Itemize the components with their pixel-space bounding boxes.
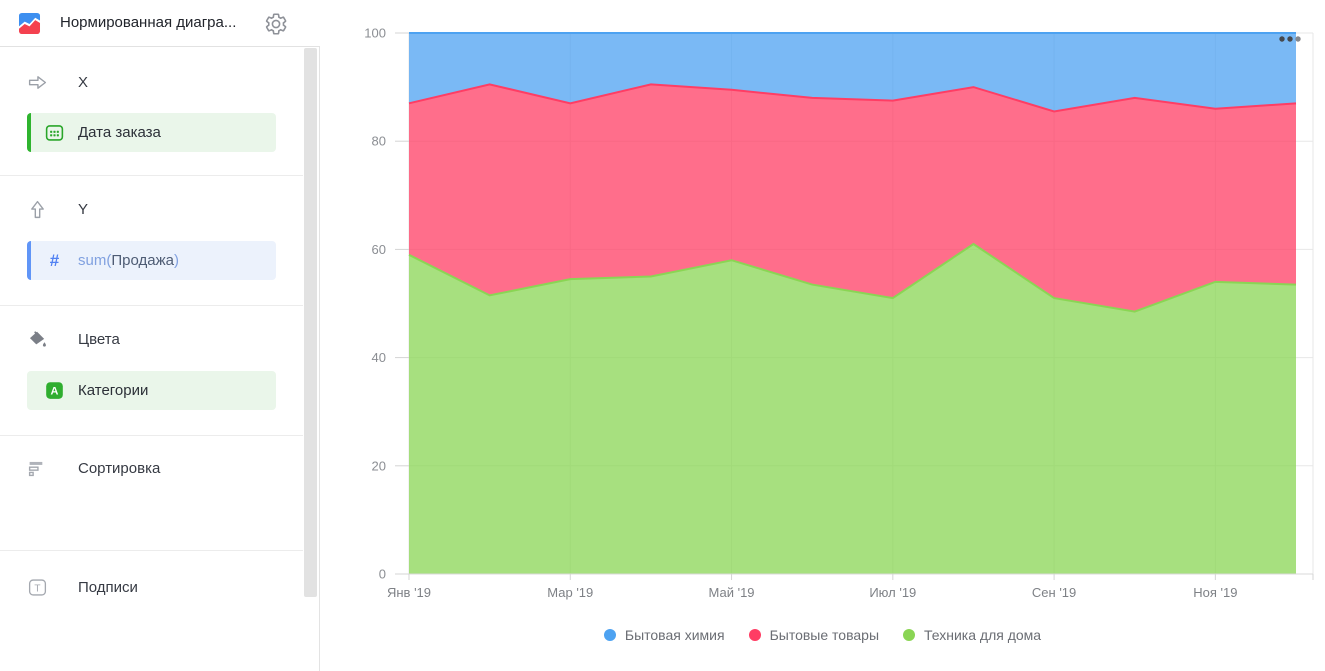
svg-text:T: T (34, 583, 40, 594)
text-icon: T (27, 577, 48, 598)
x-axis-label: Янв '19 (387, 585, 431, 600)
hash-icon: # (49, 251, 60, 270)
section-labels-label: Подписи (78, 578, 138, 596)
field-chip-categories[interactable]: A Категории (27, 371, 276, 410)
section-y-label: Y (78, 200, 89, 218)
x-axis-label: Сен '19 (1032, 585, 1076, 600)
legend-dot (748, 629, 761, 641)
x-axis-label: Июл '19 (869, 585, 916, 600)
area-series-0[interactable] (409, 33, 1296, 112)
x-axis-label: Ноя '19 (1193, 585, 1237, 600)
section-sorting-label: Сортировка (78, 459, 161, 477)
gear-icon[interactable] (264, 12, 288, 36)
area-series-2[interactable] (409, 243, 1296, 575)
letter-a-icon: A (44, 380, 65, 401)
chip-accent-bar (27, 113, 31, 152)
svg-text:A: A (51, 385, 59, 397)
field-chip-label: Категории (78, 382, 149, 399)
x-axis-label: Май '19 (709, 585, 755, 600)
arrow-right-icon (27, 72, 48, 93)
area-chart-icon (18, 12, 41, 35)
section-x-label: X (78, 73, 89, 91)
section-divider (0, 550, 303, 551)
area-series-1[interactable] (409, 84, 1296, 312)
legend-item[interactable]: Техника для дома (903, 627, 1041, 643)
chart-legend: Бытовая химия Бытовые товары Техника для… (320, 624, 1325, 646)
ellipsis-dot (1295, 36, 1301, 42)
field-chip-order-date[interactable]: Дата заказа (27, 113, 276, 152)
field-chip-sum-sales[interactable]: # sum(Продажа) (27, 241, 276, 280)
section-colors-header: Цвета (27, 327, 120, 351)
ellipsis-dot (1279, 36, 1285, 42)
y-axis-label: 20 (372, 458, 386, 473)
chart-canvas-panel: Янв '19 Мар '19 Май '19 Июл '19 Сен '19 Ноя '… (320, 0, 1325, 671)
ellipsis-dot (1287, 36, 1293, 42)
chart-settings-sidebar: Нормированная диагра... X (0, 0, 320, 671)
legend-item[interactable]: Бытовая химия (603, 627, 725, 643)
x-axis-label: Мар '19 (547, 585, 593, 600)
y-axis-label: 100 (364, 26, 386, 41)
section-labels-header: T Подписи (27, 575, 138, 599)
section-sorting-header: Сортировка (27, 456, 160, 480)
sort-icon (27, 458, 48, 479)
section-y-header: Y (27, 197, 88, 221)
paint-bucket-icon (27, 329, 48, 350)
section-divider (0, 175, 303, 176)
y-axis-label: 80 (372, 134, 386, 149)
y-axis-label: 0 (379, 567, 386, 582)
chart-more-menu-icon[interactable] (1279, 36, 1301, 42)
arrow-up-icon (27, 199, 48, 220)
sidebar-header: Нормированная диагра... (0, 0, 320, 47)
y-axis-label: 40 (372, 350, 386, 365)
y-axis-label: 60 (372, 242, 386, 257)
stacked-area-chart: Янв '19 Мар '19 Май '19 Июл '19 Сен '19 Ноя '… (364, 26, 1314, 600)
legend-dot (903, 629, 916, 641)
chart-title: Нормированная диагра... (60, 14, 237, 31)
series-line-1 (408, 83, 1297, 113)
field-chip-label: Дата заказа (78, 124, 161, 141)
legend-item[interactable]: Бытовые товары (748, 627, 879, 643)
section-divider (0, 305, 303, 306)
calendar-icon (44, 122, 65, 143)
section-divider (0, 435, 303, 436)
series-line-2 (408, 242, 1297, 313)
section-x-header: X (27, 70, 88, 94)
section-colors-label: Цвета (78, 330, 120, 348)
chip-accent-bar (27, 241, 31, 280)
field-chip-label: sum(Продажа) (78, 252, 179, 269)
sidebar-scrollbar-thumb[interactable] (304, 48, 317, 597)
legend-dot (603, 629, 616, 641)
